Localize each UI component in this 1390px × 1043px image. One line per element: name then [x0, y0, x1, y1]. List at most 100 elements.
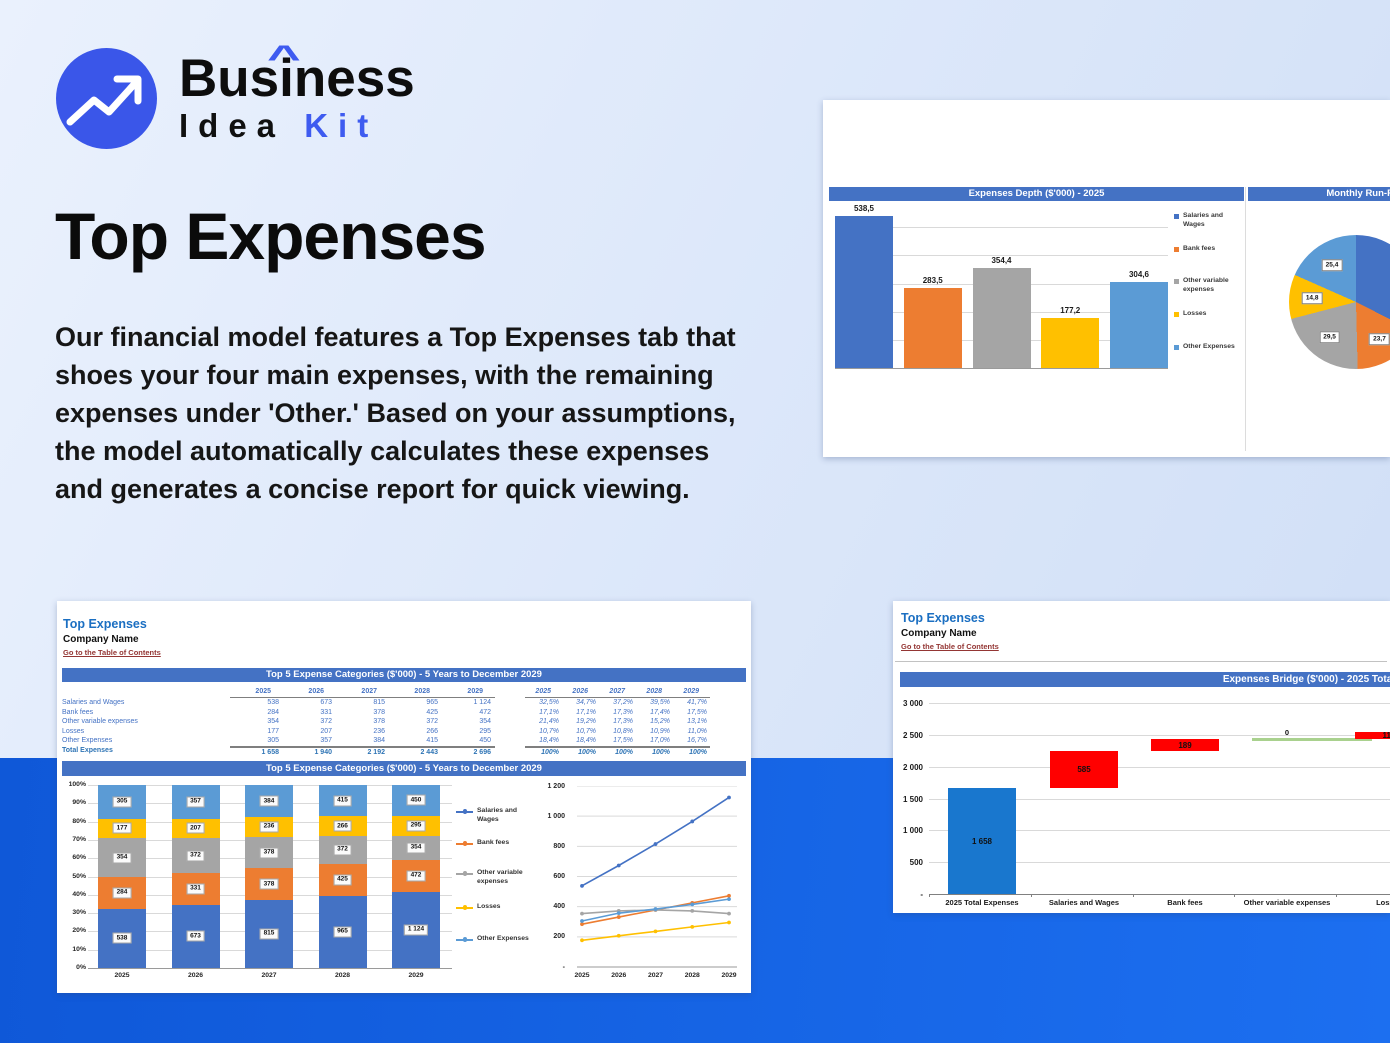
x-tick-label: 2026 — [187, 972, 204, 979]
row-label: Losses — [62, 727, 85, 735]
axis-tick — [929, 894, 930, 897]
y-tick-label: 1 000 — [902, 826, 923, 836]
cell-value: 378 — [373, 708, 385, 716]
segment-data-label: 236 — [259, 821, 279, 833]
top5-sheet-panel: Top Expenses Company Name Go to the Tabl… — [57, 601, 751, 993]
table-total-row: 100% 100% 100% 100% 100% — [525, 745, 715, 759]
cell-value: 16,7% — [687, 737, 707, 744]
legend-dot — [462, 905, 467, 910]
logo-caret: ^ — [267, 39, 301, 77]
cell-value: 450 — [479, 737, 491, 744]
segment-data-label: 815 — [259, 928, 279, 940]
x-tick-label: Losses — [1376, 898, 1390, 907]
x-tick-label: 2025 Total Expenses — [945, 898, 1019, 907]
cell-value: 538 — [267, 699, 279, 706]
x-tick-label: Other variable expenses — [1243, 898, 1331, 907]
year-header: 2026 — [562, 687, 599, 698]
expenses-depth-bar-chart: 538,5 283,5 354,4 177,2 304,6 — [835, 199, 1168, 369]
year-header: 2027 — [599, 687, 636, 698]
cell-value: 15,2% — [650, 718, 670, 725]
year-header: 2027 — [336, 687, 389, 698]
cell-value: 11,0% — [687, 727, 707, 735]
spacer — [62, 687, 230, 698]
legend-item: Other variable expenses — [456, 869, 535, 886]
legend-label: Other variable expenses — [477, 869, 523, 885]
bar-data-label: 354,4 — [991, 256, 1012, 266]
row-label: Other variable expenses — [62, 718, 138, 725]
cell-value: 177 — [267, 727, 279, 735]
table-row: 32,5% 34,7% 37,2% 39,5% 41,7% — [525, 698, 715, 708]
pie-data-label: 23,7 — [1369, 333, 1390, 345]
axis-tick — [1031, 894, 1032, 897]
total-value: 100% — [673, 745, 710, 759]
cell-value: 41,7% — [687, 699, 707, 706]
bar — [1041, 318, 1100, 368]
y-tick-label: 60% — [72, 854, 86, 862]
row-label: Other Expenses — [62, 737, 113, 744]
table-of-contents-link[interactable]: Go to the Table of Contents — [901, 642, 999, 651]
table-row: 21,4% 19,2% 17,3% 15,2% 13,1% — [525, 717, 715, 727]
cell-value: 965 — [426, 699, 438, 706]
y-tick-label: 80% — [72, 817, 86, 825]
stacked-chart-x-axis: 2025 2026 2027 2028 2029 — [88, 972, 452, 982]
gridline — [88, 968, 452, 969]
company-name: Company Name — [901, 628, 977, 639]
y-tick-label: 1 500 — [902, 794, 923, 804]
cell-value: 10,7% — [576, 727, 596, 735]
legend-swatch — [1174, 279, 1179, 284]
total-value: 1 940 — [283, 745, 336, 759]
x-tick-label: 2028 — [334, 972, 351, 979]
legend-marker — [456, 935, 473, 944]
gridline — [929, 798, 1390, 800]
legend-label: Salaries and Wages — [477, 807, 518, 823]
bridge-x-axis: 2025 Total Expenses Salaries and Wages Ban… — [929, 898, 1390, 908]
cell-value: 13,1% — [687, 718, 707, 725]
segment-data-label: 1 124 — [403, 924, 429, 936]
cell-value: 207 — [320, 727, 332, 735]
segment-data-label: 450 — [406, 794, 426, 806]
table-header-row: 2025 2026 2027 2028 2029 — [525, 687, 715, 698]
cell-value: 1 124 — [473, 699, 491, 706]
segment-data-label: 357 — [186, 796, 205, 808]
x-tick-label: 2026 — [611, 972, 627, 979]
segment-data-label: 372 — [186, 850, 205, 862]
total-value: 100% — [636, 745, 673, 759]
legend-dot — [462, 871, 467, 876]
x-tick-label: Bank fees — [1167, 898, 1203, 907]
cell-value: 17,5% — [613, 737, 633, 744]
table-row: Salaries and Wages 538 673 815 965 1 124 — [62, 698, 517, 708]
cell-value: 10,8% — [613, 727, 633, 735]
year-header: 2028 — [389, 687, 442, 698]
legend-item: Other Expenses — [456, 935, 535, 944]
legend-label: Other Expenses — [1183, 343, 1235, 350]
segment-data-label: 305 — [112, 796, 132, 808]
cell-value: 32,5% — [539, 699, 559, 706]
year-header: 2026 — [283, 687, 336, 698]
monthly-run-rate-header: Monthly Run-Rate ($'000) - 2025 — [1248, 187, 1390, 201]
brand-wordmark: Busi ^ ness Idea Kit — [179, 39, 415, 144]
trend-arrow-icon — [66, 75, 142, 126]
axis-tick — [1132, 894, 1134, 897]
table-of-contents-link[interactable]: Go to the Table of Contents — [63, 648, 161, 657]
cell-value: 472 — [479, 708, 491, 716]
bar-data-label: 283,5 — [922, 276, 943, 286]
cell-value: 357 — [320, 737, 332, 744]
bar-data-label: 189 — [1178, 740, 1192, 750]
gridline — [929, 862, 1390, 864]
y-tick-label: 100% — [68, 781, 86, 788]
y-tick-label: 1 200 — [547, 782, 565, 790]
segment-data-label: 295 — [406, 820, 426, 832]
legend-item: Other Expenses — [1174, 343, 1241, 352]
brand-kit: Kit — [304, 107, 379, 144]
cell-value: 17,3% — [613, 718, 633, 725]
segment-data-label: 372 — [333, 844, 352, 856]
segment-data-label: 354 — [112, 852, 132, 864]
cell-value: 17,5% — [687, 708, 707, 716]
cell-value: 17,3% — [613, 708, 633, 716]
x-tick-label: 2027 — [647, 972, 664, 979]
year-header: 2025 — [230, 687, 283, 698]
y-tick-label: 400 — [553, 903, 565, 911]
bar-data-label: 0 — [1284, 728, 1290, 738]
bar-data-label: 538,5 — [853, 204, 875, 214]
